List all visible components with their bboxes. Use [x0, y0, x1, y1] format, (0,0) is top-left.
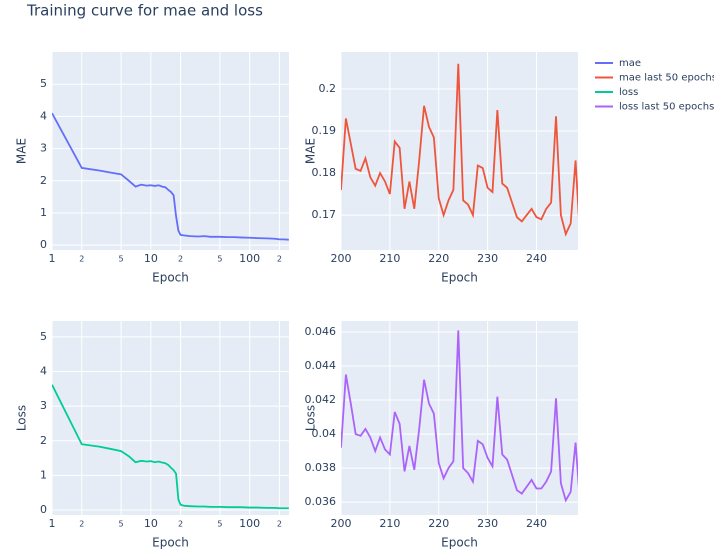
x-tick-label: 1 — [49, 252, 56, 265]
chart-title: Training curve for mae and loss — [26, 2, 263, 20]
x-tick-label: 2 — [79, 520, 84, 529]
x-tick-label: 2 — [178, 520, 183, 529]
y-tick-label: 2 — [40, 174, 47, 187]
x-tick-label: 200 — [331, 517, 352, 530]
y-tick-label: 0 — [40, 238, 47, 251]
y-tick-label: 0.046 — [305, 325, 337, 338]
y-tick-label: 0.04 — [312, 427, 337, 440]
y-axis-title: Loss — [304, 405, 318, 431]
y-tick-label: 5 — [40, 77, 47, 90]
x-axis-title: Epoch — [441, 536, 478, 550]
y-tick-label: 0.19 — [312, 124, 337, 137]
y-axis-title: Loss — [15, 405, 29, 431]
x-tick-label: 1 — [49, 517, 56, 530]
series-line — [341, 63, 578, 237]
y-tick-label: 0 — [40, 503, 47, 516]
plot-area — [52, 321, 289, 515]
y-axis-title: MAE — [304, 138, 318, 164]
legend-label: mae — [619, 58, 641, 69]
x-tick-label: 230 — [477, 252, 498, 265]
series-line — [52, 112, 289, 241]
y-axis-title: MAE — [15, 138, 29, 164]
x-tick-label: 5 — [119, 255, 124, 264]
x-axis-title: Epoch — [152, 271, 189, 285]
y-tick-label: 1 — [40, 468, 47, 481]
x-tick-label: 2 — [277, 520, 282, 529]
x-tick-label: 5 — [217, 520, 222, 529]
x-tick-label: 220 — [428, 517, 449, 530]
x-axis-title: Epoch — [152, 536, 189, 550]
y-tick-label: 2 — [40, 434, 47, 447]
y-tick-label: 4 — [40, 365, 47, 378]
x-tick-label: 2 — [178, 255, 183, 264]
y-tick-label: 0.042 — [305, 393, 337, 406]
y-tick-label: 0.17 — [312, 208, 337, 221]
x-tick-label: 100 — [239, 517, 260, 530]
x-tick-label: 5 — [217, 255, 222, 264]
x-tick-label: 240 — [526, 252, 547, 265]
x-tick-label: 2 — [79, 255, 84, 264]
x-tick-label: 100 — [239, 252, 260, 265]
x-tick-label: 220 — [428, 252, 449, 265]
x-tick-label: 10 — [144, 517, 158, 530]
y-tick-label: 3 — [40, 142, 47, 155]
x-tick-label: 230 — [477, 517, 498, 530]
legend-label: loss — [619, 87, 638, 98]
y-tick-label: 0.036 — [305, 495, 337, 508]
y-tick-label: 5 — [40, 330, 47, 343]
x-tick-label: 2 — [277, 255, 282, 264]
x-tick-label: 200 — [331, 252, 352, 265]
legend-label: mae last 50 epochs — [619, 73, 714, 84]
x-tick-label: 210 — [379, 252, 400, 265]
y-tick-label: 3 — [40, 399, 47, 412]
y-tick-label: 0.18 — [312, 166, 337, 179]
legend-label: loss last 50 epochs — [619, 102, 714, 113]
y-tick-label: 4 — [40, 109, 47, 122]
y-tick-label: 0.2 — [319, 82, 337, 95]
x-tick-label: 210 — [379, 517, 400, 530]
x-axis-title: Epoch — [441, 271, 478, 285]
x-tick-label: 5 — [119, 520, 124, 529]
y-tick-label: 0.038 — [305, 461, 337, 474]
series-line — [52, 384, 289, 510]
y-tick-label: 1 — [40, 206, 47, 219]
x-tick-label: 10 — [144, 252, 158, 265]
y-tick-label: 0.044 — [305, 359, 337, 372]
series-line — [341, 330, 578, 503]
plot-area — [52, 52, 289, 250]
x-tick-label: 240 — [526, 517, 547, 530]
